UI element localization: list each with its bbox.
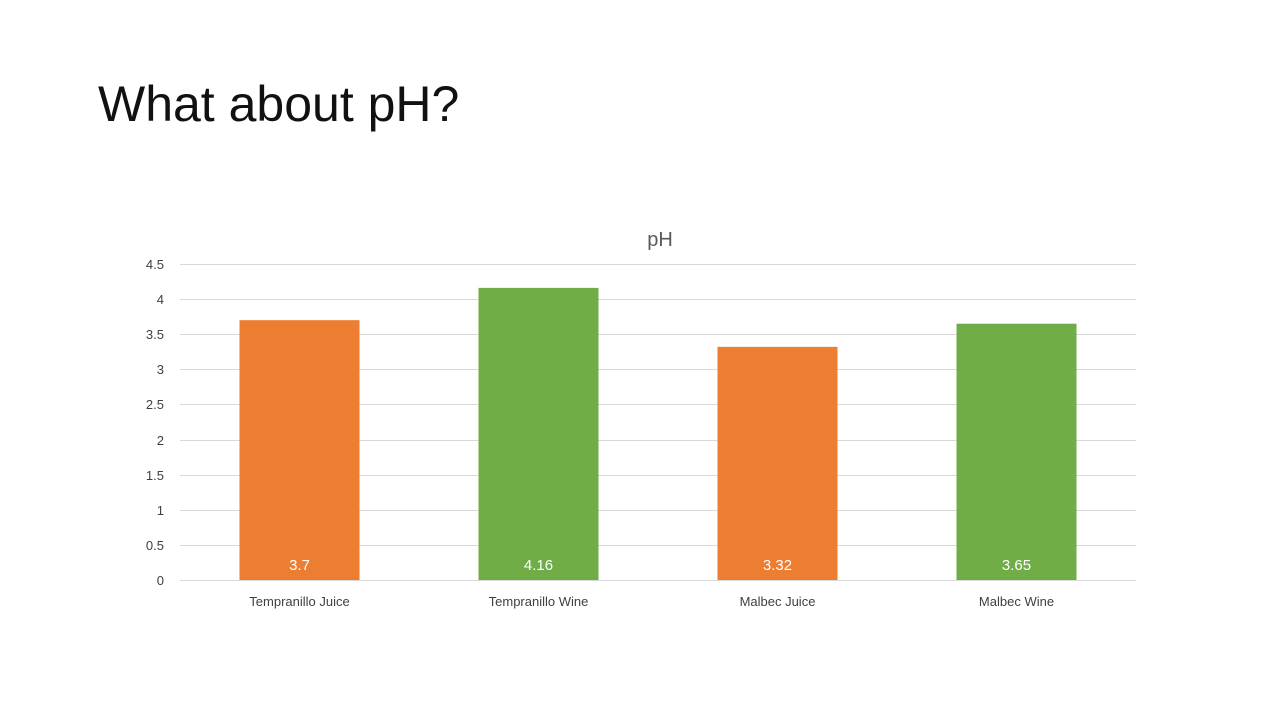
- category-label: Malbec Juice: [740, 594, 816, 609]
- y-tick-label: 3.5: [146, 327, 164, 342]
- category-label: Malbec Wine: [979, 594, 1054, 609]
- slide-title: What about pH?: [98, 76, 460, 132]
- y-tick-label: 1: [157, 503, 164, 518]
- category-label: Tempranillo Wine: [489, 594, 589, 609]
- data-label: 3.65: [1002, 557, 1031, 574]
- data-label: 3.7: [289, 557, 310, 574]
- bar-malbec-juice: [717, 346, 838, 580]
- y-tick-label: 4.5: [146, 257, 164, 272]
- y-axis-tick-labels: 0 0.5 1 1.5 2 2.5 3 3.5 4 4.5: [146, 257, 164, 588]
- data-label: 4.16: [524, 557, 553, 574]
- bar-tempranillo-juice: [239, 320, 360, 580]
- y-tick-label: 2: [157, 433, 164, 448]
- y-tick-label: 3: [157, 362, 164, 377]
- data-labels: 3.7 4.16 3.32 3.65: [289, 557, 1031, 574]
- y-tick-label: 4: [157, 292, 164, 307]
- y-tick-label: 0: [157, 573, 164, 588]
- category-label: Tempranillo Juice: [249, 594, 349, 609]
- y-tick-label: 0.5: [146, 538, 164, 553]
- x-axis-category-labels: Tempranillo Juice Tempranillo Wine Malbec …: [249, 594, 1054, 609]
- data-label: 3.32: [763, 557, 792, 574]
- y-tick-label: 2.5: [146, 397, 164, 412]
- bar-malbec-wine: [956, 323, 1077, 580]
- y-tick-label: 1.5: [146, 468, 164, 483]
- chart-title: pH: [647, 229, 673, 251]
- bar-tempranillo-wine: [478, 287, 599, 580]
- bars: [239, 287, 1077, 580]
